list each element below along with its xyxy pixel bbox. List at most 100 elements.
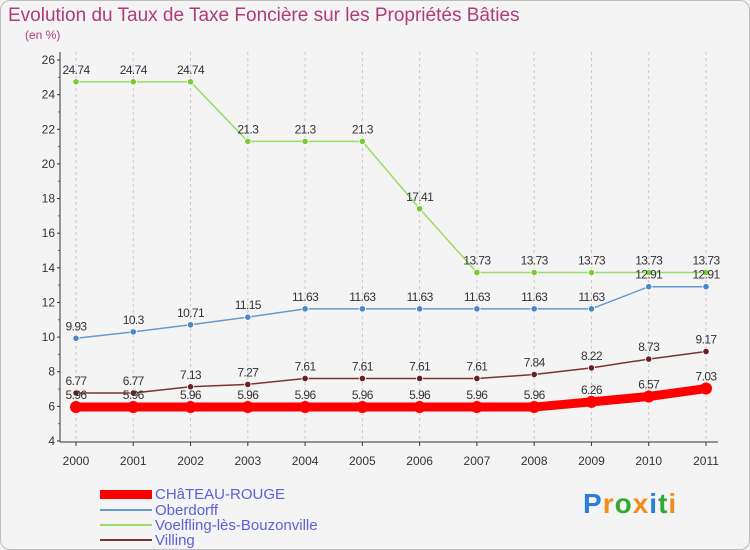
data-point — [127, 401, 140, 414]
data-point — [358, 137, 366, 145]
y-tick-label: 16 — [42, 226, 56, 240]
data-point — [587, 305, 596, 313]
data-point — [70, 401, 82, 414]
data-label: 12.91 — [635, 268, 663, 282]
data-label: 21.3 — [237, 122, 259, 136]
data-point — [244, 137, 252, 145]
data-label: 7.03 — [696, 370, 718, 384]
data-point — [473, 305, 481, 313]
data-label: 5.96 — [409, 388, 431, 402]
y-tick-label: 20 — [42, 157, 56, 171]
data-point — [702, 347, 710, 356]
data-label: 7.61 — [295, 359, 317, 373]
data-label: 7.61 — [466, 359, 488, 373]
legend-label-oberdorff: Oberdorff — [155, 502, 219, 519]
data-label: 5.96 — [352, 388, 374, 402]
data-point — [184, 401, 197, 414]
data-point — [356, 401, 369, 414]
data-point — [645, 355, 653, 363]
data-point — [72, 78, 80, 86]
y-tick-label: 22 — [42, 122, 56, 136]
data-label: 5.96 — [123, 388, 145, 402]
data-point — [587, 268, 596, 277]
x-tick-label: 2007 — [464, 454, 491, 468]
x-tick-label: 2000 — [63, 454, 90, 468]
data-point — [700, 382, 712, 395]
x-tick-label: 2001 — [120, 454, 147, 468]
data-label: 8.22 — [581, 349, 603, 363]
y-tick-label: 8 — [48, 365, 55, 379]
data-label: 10.71 — [177, 306, 205, 320]
chart-title: Evolution du Taux de Taxe Foncière sur l… — [8, 5, 520, 26]
x-tick-label: 2008 — [521, 454, 548, 468]
x-tick-label: 2009 — [578, 454, 605, 468]
data-label: 11.15 — [235, 298, 262, 312]
data-label: 24.74 — [177, 63, 205, 77]
x-tick-label: 2003 — [234, 454, 261, 468]
y-tick-labels: 4 6 8 10 12 14 16 18 20 22 24 26 — [42, 53, 56, 448]
x-tick-labels: 2000 2001 2002 2003 2004 2005 2006 2007 2008 2009… — [63, 454, 720, 468]
data-point — [244, 313, 252, 321]
axes — [57, 52, 718, 446]
logo-letter: x — [632, 488, 650, 519]
data-label: 24.74 — [120, 63, 148, 77]
data-point — [470, 401, 483, 414]
data-label: 11.63 — [578, 290, 605, 304]
data-label: 11.63 — [292, 290, 319, 304]
data-point — [416, 374, 424, 383]
legend-label-chateau-rouge: CHâTEAU-ROUGE — [155, 486, 286, 503]
grid — [75, 52, 707, 441]
data-point — [530, 268, 538, 277]
data-label: 5.96 — [180, 388, 202, 402]
data-label: 17.41 — [406, 190, 434, 204]
data-point — [358, 305, 366, 313]
series-line — [71, 384, 711, 412]
data-point — [585, 395, 598, 408]
data-label: 5.96 — [524, 388, 546, 402]
logo-letter: o — [614, 488, 633, 519]
data-point — [416, 305, 424, 313]
x-tick-label: 2005 — [349, 454, 376, 468]
data-label: 13.73 — [635, 253, 663, 267]
data-point — [642, 390, 655, 403]
data-point — [473, 374, 481, 383]
legend-swatch-villing — [100, 539, 152, 541]
data-label: 6.57 — [638, 377, 660, 391]
data-point — [530, 370, 538, 379]
data-point — [416, 205, 424, 213]
logo-letter: r — [602, 488, 615, 519]
data-point — [244, 380, 252, 388]
data-label: 7.84 — [524, 355, 546, 369]
y-tick-label: 4 — [48, 434, 55, 448]
legend-swatch-oberdorff — [100, 509, 152, 511]
data-label: 9.93 — [66, 319, 88, 333]
data-point — [299, 401, 312, 414]
data-point — [358, 374, 366, 383]
data-label: 6.26 — [581, 383, 603, 397]
data-label: 10.3 — [123, 313, 145, 327]
chart-subtitle: (en %) — [25, 28, 61, 42]
data-point — [301, 137, 309, 145]
y-tick-label: 24 — [42, 88, 56, 102]
data-point — [186, 383, 195, 391]
data-point — [473, 268, 481, 277]
data-label: 13.73 — [692, 253, 720, 267]
legend-swatch-chateau-rouge — [100, 490, 152, 499]
logo-letter: t — [658, 488, 669, 519]
x-tick-label: 2004 — [292, 454, 319, 468]
data-label: 11.63 — [349, 290, 376, 304]
data-point — [186, 321, 195, 329]
data-point — [702, 268, 710, 277]
data-point — [530, 305, 538, 313]
data-point — [702, 283, 710, 291]
data-point — [129, 78, 137, 86]
logo-letter: i — [649, 488, 659, 519]
proxiti-logo: Proxiti — [583, 488, 677, 520]
data-label: 9.17 — [696, 332, 718, 346]
data-point — [301, 374, 309, 383]
data-point — [72, 334, 80, 342]
data-point — [72, 389, 80, 397]
data-point — [129, 328, 137, 336]
data-point — [241, 401, 254, 414]
